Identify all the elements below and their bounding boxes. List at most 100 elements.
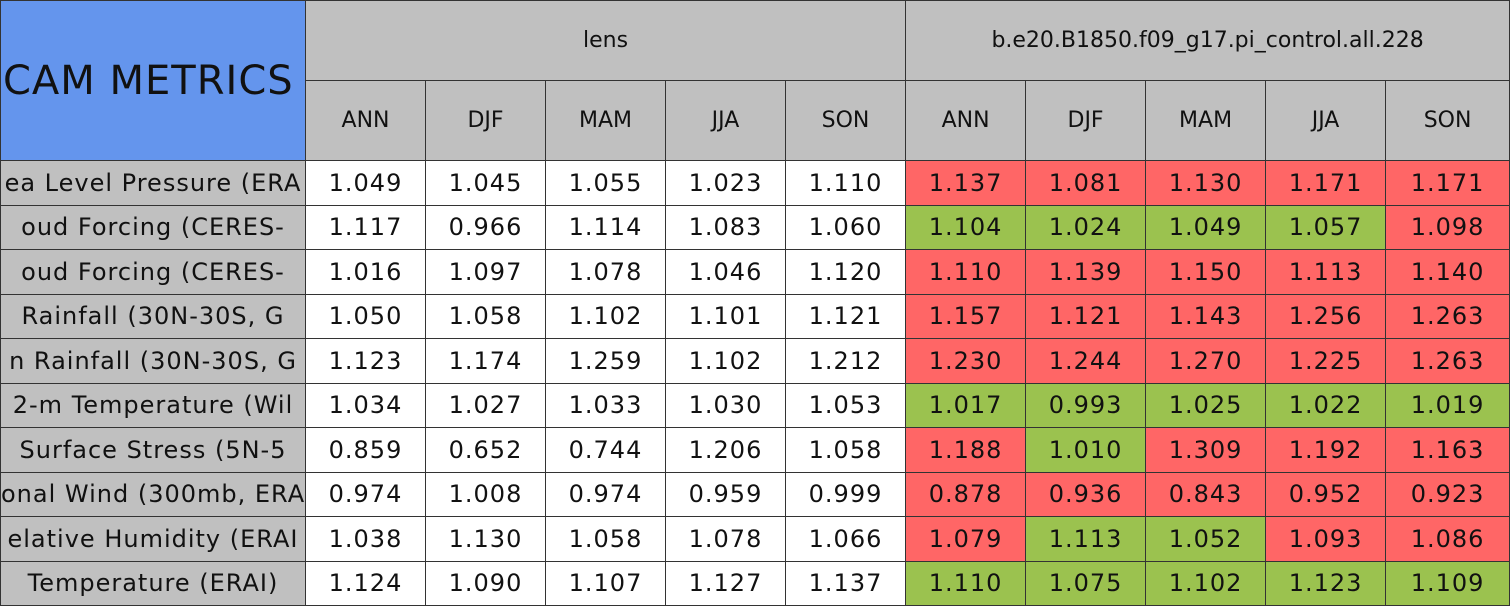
value-cell: 1.212 bbox=[784, 338, 907, 384]
value-cell: 1.171 bbox=[1385, 160, 1510, 206]
value-cell: 1.024 bbox=[1025, 204, 1147, 250]
value-cell: 1.123 bbox=[1265, 560, 1387, 606]
value-cell: 1.137 bbox=[905, 160, 1027, 206]
value-cell: 1.150 bbox=[1145, 249, 1267, 295]
value-cell: 1.127 bbox=[665, 560, 786, 606]
value-cell: 1.259 bbox=[545, 338, 666, 384]
value-cell: 1.034 bbox=[305, 382, 426, 428]
value-cell: 1.107 bbox=[545, 560, 666, 606]
value-cell: 1.093 bbox=[1265, 516, 1387, 562]
value-cell: 1.058 bbox=[784, 427, 907, 473]
season-header: ANN bbox=[305, 80, 426, 161]
row-label-cell: ea Level Pressure (ERA bbox=[0, 160, 306, 206]
table-row: oud Forcing (CERES- 1.117 0.966 1.114 1.083 1… bbox=[0, 204, 1510, 250]
value-cell: 1.256 bbox=[1265, 293, 1387, 339]
value-cell: 1.120 bbox=[784, 249, 907, 295]
value-cell: 1.139 bbox=[1025, 249, 1147, 295]
row-label: Rainfall (30N-30S, G bbox=[21, 302, 285, 331]
season-header: MAM bbox=[1145, 80, 1267, 161]
table-row: elative Humidity (ERAI 1.038 1.130 1.058 1.0… bbox=[0, 516, 1510, 562]
season-header: ANN bbox=[905, 80, 1027, 161]
row-label: ea Level Pressure (ERA bbox=[4, 168, 302, 197]
value-cell: 1.060 bbox=[784, 204, 907, 250]
row-label: Temperature (ERAI) bbox=[27, 569, 279, 598]
value-cell: 1.049 bbox=[1145, 204, 1267, 250]
value-cell: 1.157 bbox=[905, 293, 1027, 339]
season-header: JJA bbox=[665, 80, 786, 161]
value-cell: 1.244 bbox=[1025, 338, 1147, 384]
table-row: onal Wind (300mb, ERA 0.974 1.008 0.974 0.95… bbox=[0, 471, 1510, 517]
group-header: lens bbox=[304, 0, 907, 81]
value-cell: 0.652 bbox=[425, 427, 546, 473]
value-cell: 0.959 bbox=[665, 471, 786, 517]
value-cell: 1.038 bbox=[305, 516, 426, 562]
value-cell: 1.113 bbox=[1265, 249, 1387, 295]
value-cell: 1.309 bbox=[1145, 427, 1267, 473]
row-label: Surface Stress (5N-5 bbox=[19, 435, 287, 464]
value-cell: 1.016 bbox=[305, 249, 426, 295]
value-cell: 1.102 bbox=[545, 293, 666, 339]
value-cell: 1.130 bbox=[1145, 160, 1267, 206]
value-cell: 0.936 bbox=[1025, 471, 1147, 517]
value-cell: 0.966 bbox=[425, 204, 546, 250]
value-cell: 1.121 bbox=[784, 293, 907, 339]
value-cell: 1.143 bbox=[1145, 293, 1267, 339]
value-cell: 1.130 bbox=[425, 516, 546, 562]
value-cell: 1.050 bbox=[305, 293, 426, 339]
row-label-cell: n Rainfall (30N-30S, G bbox=[0, 338, 306, 384]
value-cell: 1.081 bbox=[1025, 160, 1147, 206]
value-cell: 1.078 bbox=[545, 249, 666, 295]
value-cell: 0.923 bbox=[1385, 471, 1510, 517]
value-cell: 0.974 bbox=[545, 471, 666, 517]
value-cell: 1.049 bbox=[305, 160, 426, 206]
season-header: JJA bbox=[1265, 80, 1387, 161]
value-cell: 0.744 bbox=[545, 427, 666, 473]
value-cell: 1.206 bbox=[665, 427, 786, 473]
value-cell: 1.110 bbox=[905, 560, 1027, 606]
value-cell: 1.121 bbox=[1025, 293, 1147, 339]
row-label: 2-m Temperature (Wil bbox=[12, 391, 294, 420]
value-cell: 1.097 bbox=[425, 249, 546, 295]
table-row: 2-m Temperature (Wil 1.034 1.027 1.033 1.030… bbox=[0, 382, 1510, 428]
value-cell: 1.230 bbox=[905, 338, 1027, 384]
value-cell: 1.109 bbox=[1385, 560, 1510, 606]
value-cell: 1.140 bbox=[1385, 249, 1510, 295]
season-header: SON bbox=[784, 80, 907, 161]
row-label-cell: Rainfall (30N-30S, G bbox=[0, 293, 306, 339]
value-cell: 1.055 bbox=[545, 160, 666, 206]
season-header: MAM bbox=[545, 80, 666, 161]
value-cell: 1.030 bbox=[665, 382, 786, 428]
table-row: ea Level Pressure (ERA 1.049 1.045 1.055 1.0… bbox=[0, 160, 1510, 206]
value-cell: 1.117 bbox=[305, 204, 426, 250]
row-label: oud Forcing (CERES- bbox=[21, 257, 285, 286]
corner-header: CAM METRICS bbox=[0, 0, 306, 161]
value-cell: 1.075 bbox=[1025, 560, 1147, 606]
value-cell: 0.974 bbox=[305, 471, 426, 517]
value-cell: 0.859 bbox=[305, 427, 426, 473]
row-label-cell: Temperature (ERAI) bbox=[0, 560, 306, 606]
value-cell: 1.102 bbox=[665, 338, 786, 384]
value-cell: 1.045 bbox=[425, 160, 546, 206]
value-cell: 1.110 bbox=[905, 249, 1027, 295]
row-label-cell: oud Forcing (CERES- bbox=[0, 204, 306, 250]
value-cell: 1.263 bbox=[1385, 293, 1510, 339]
table-row: Temperature (ERAI) 1.124 1.090 1.107 1.127 1.… bbox=[0, 560, 1510, 606]
value-cell: 1.008 bbox=[425, 471, 546, 517]
value-cell: 0.843 bbox=[1145, 471, 1267, 517]
value-cell: 1.171 bbox=[1265, 160, 1387, 206]
value-cell: 1.058 bbox=[545, 516, 666, 562]
value-cell: 1.066 bbox=[784, 516, 907, 562]
row-label-cell: elative Humidity (ERAI bbox=[0, 516, 306, 562]
value-cell: 1.033 bbox=[545, 382, 666, 428]
value-cell: 1.263 bbox=[1385, 338, 1510, 384]
value-cell: 0.993 bbox=[1025, 382, 1147, 428]
row-label: oud Forcing (CERES- bbox=[21, 213, 285, 242]
value-cell: 1.098 bbox=[1385, 204, 1510, 250]
row-label: elative Humidity (ERAI bbox=[7, 524, 299, 553]
value-cell: 1.057 bbox=[1265, 204, 1387, 250]
season-header: DJF bbox=[425, 80, 546, 161]
value-cell: 1.010 bbox=[1025, 427, 1147, 473]
value-cell: 1.123 bbox=[305, 338, 426, 384]
